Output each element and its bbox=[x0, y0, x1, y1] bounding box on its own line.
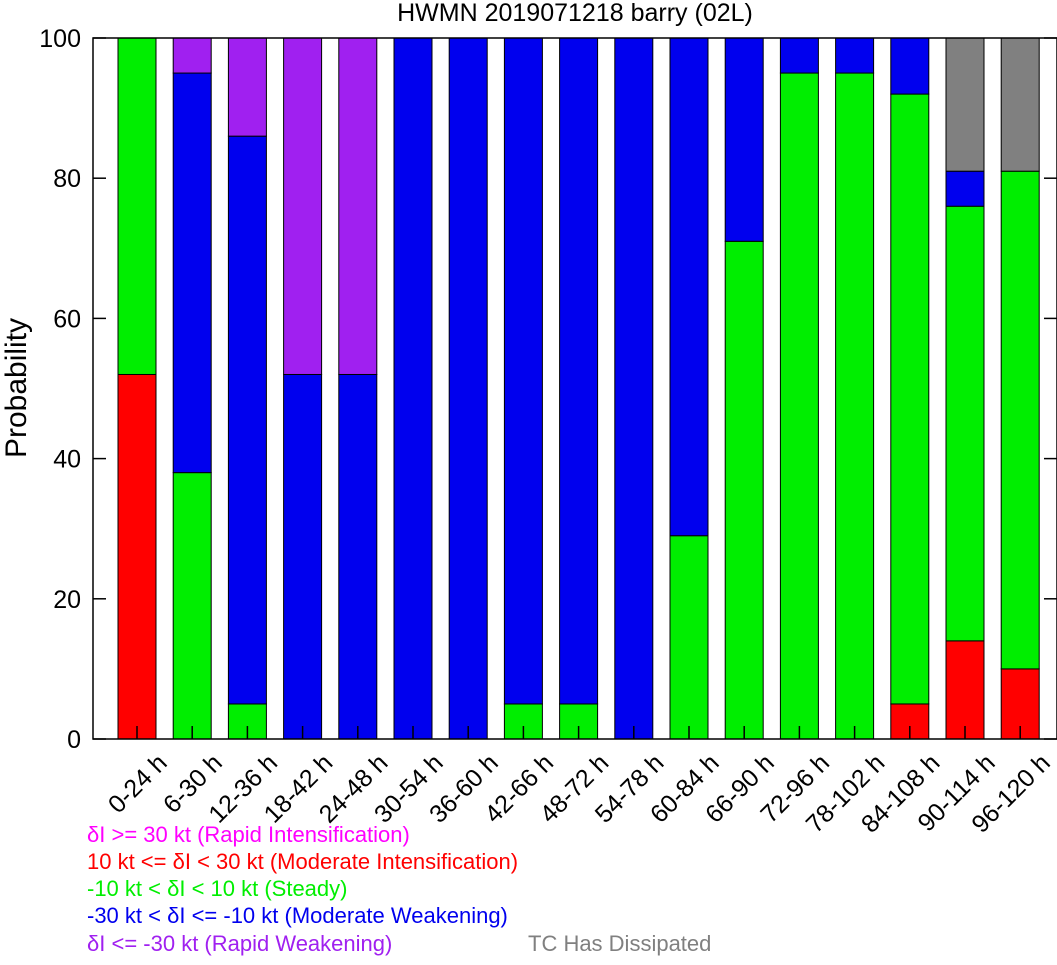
bar-segment-steady bbox=[835, 72, 875, 740]
bar-segment-mw bbox=[890, 37, 930, 95]
bar-segment-mw bbox=[393, 37, 433, 740]
bar-segment-mw bbox=[448, 37, 488, 740]
plot-frame bbox=[92, 37, 1057, 740]
y-tick-label: 0 bbox=[67, 726, 81, 754]
bar-segment-mw bbox=[779, 37, 819, 74]
y-tick-label: 100 bbox=[39, 25, 81, 53]
bar-segment-mw bbox=[559, 37, 599, 705]
bar-segment-mw bbox=[835, 37, 875, 74]
bar-segment-mw bbox=[283, 373, 323, 740]
y-tick-label: 40 bbox=[53, 446, 81, 474]
bar-segment-steady bbox=[945, 205, 985, 642]
y-tick-label: 80 bbox=[53, 165, 81, 193]
legend-entry: 10 kt <= δI < 30 kt (Moderate Intensific… bbox=[87, 849, 518, 874]
bar-segment-steady bbox=[890, 93, 930, 705]
legend-entry: δI <= -30 kt (Rapid Weakening) bbox=[87, 931, 392, 956]
bar-segment-steady bbox=[1000, 170, 1040, 670]
y-axis-label: Probability bbox=[0, 318, 33, 458]
bar-segment-steady bbox=[724, 240, 764, 740]
bar-segment-steady bbox=[117, 37, 157, 375]
bar-segment-dissipated bbox=[945, 37, 985, 172]
bar-segment-mw bbox=[338, 373, 378, 740]
bar-segment-mw bbox=[724, 37, 764, 242]
bar-segment-mi bbox=[945, 640, 985, 740]
x-tick-label: 0-24 h bbox=[103, 749, 173, 819]
bar-segment-rw bbox=[172, 37, 212, 74]
legend-entry: TC Has Dissipated bbox=[528, 931, 711, 956]
bar-segment-steady bbox=[669, 535, 709, 740]
y-axis-ticks: 0 20 40 60 80 100 bbox=[39, 25, 1057, 754]
bar-segment-dissipated bbox=[1000, 37, 1040, 172]
bar-segment-mw bbox=[172, 72, 212, 474]
bar-segment-mi bbox=[117, 373, 157, 740]
chart-title: HWMN 2019071218 barry (02L) bbox=[397, 0, 753, 27]
legend-entry: -10 kt < δI < 10 kt (Steady) bbox=[87, 876, 347, 901]
bar-segment-rw bbox=[338, 37, 378, 375]
bar-segment-mw bbox=[503, 37, 543, 705]
legend-entry: δI >= 30 kt (Rapid Intensification) bbox=[87, 822, 410, 847]
y-tick-label: 20 bbox=[53, 586, 81, 614]
bar-segment-rw bbox=[227, 37, 267, 137]
y-tick-label: 60 bbox=[53, 305, 81, 333]
bar-segment-steady bbox=[779, 72, 819, 740]
bars-layer bbox=[117, 37, 1040, 740]
bar-segment-mw bbox=[227, 135, 267, 705]
bar-segment-rw bbox=[283, 37, 323, 375]
bar-segment-mw bbox=[669, 37, 709, 537]
legend-entry: -30 kt < δI <= -10 kt (Moderate Weakenin… bbox=[87, 903, 508, 928]
bar-segment-mw bbox=[945, 170, 985, 207]
bar-segment-mw bbox=[614, 37, 654, 740]
legend: δI >= 30 kt (Rapid Intensification)10 kt… bbox=[87, 822, 711, 956]
bar-segment-steady bbox=[172, 472, 212, 740]
